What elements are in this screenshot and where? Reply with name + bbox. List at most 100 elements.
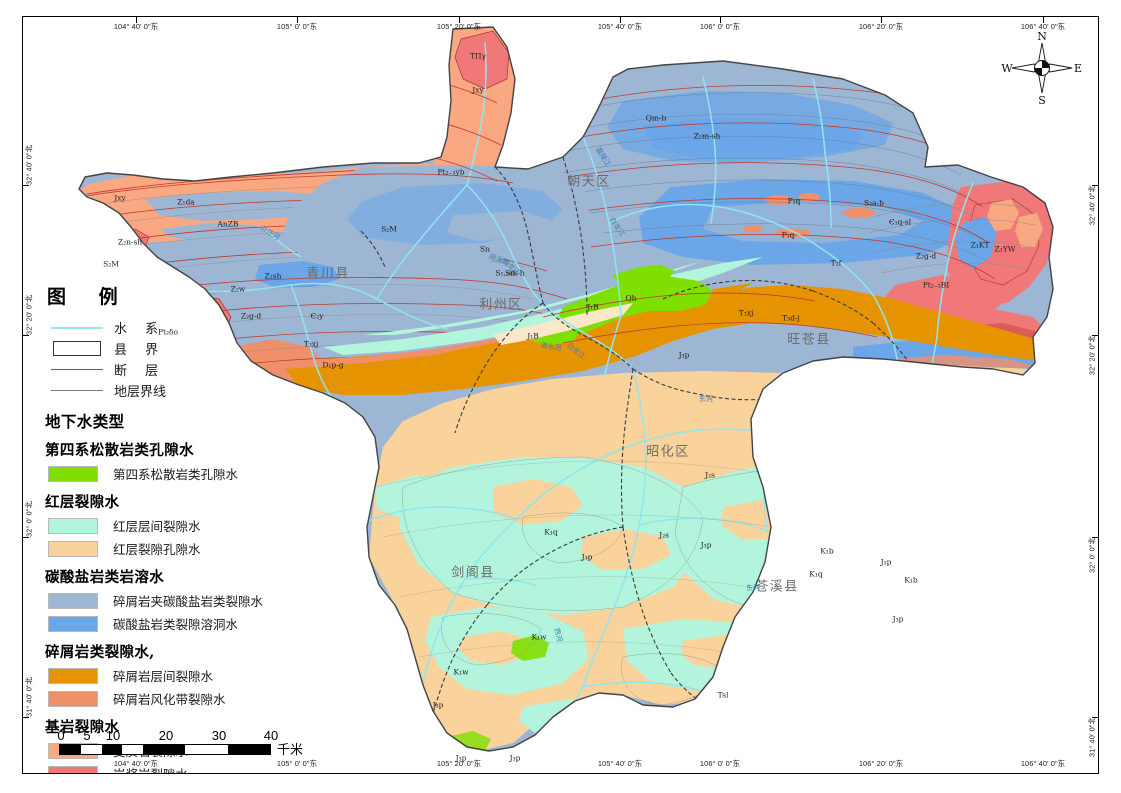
lon-label-top: 105° 20' 0"东 — [436, 22, 482, 31]
legend-group-heading: 碎屑岩类裂隙水, — [45, 644, 155, 661]
graticule-tick — [23, 717, 29, 718]
compass-needle — [1011, 42, 1073, 94]
legend-item-label: 第四系松散岩类孔隙水 — [113, 467, 239, 482]
graticule-tick — [1092, 335, 1098, 336]
graticule-tick — [1092, 185, 1098, 186]
graticule-tick — [459, 17, 460, 23]
legend-symbol-water-system: 水 系 — [43, 318, 305, 337]
legend-symbol-county-boundary: 县 界 — [43, 339, 305, 358]
scale-tick-40: 40 — [263, 728, 279, 743]
graticule-tick — [881, 17, 882, 23]
graticule-tick — [136, 17, 137, 23]
lon-label-bottom: 106° 40' 0"东 — [1020, 759, 1066, 768]
graticule-tick — [1092, 537, 1098, 538]
lat-label-right: 32° 40' 0"北 — [1087, 185, 1097, 226]
legend-item[interactable]: 碎屑岩夹碳酸盐岩类裂隙水 — [43, 590, 305, 611]
scale-tick-20: 20 — [158, 728, 174, 743]
lon-label-bottom: 106° 20' 0"东 — [858, 759, 904, 768]
lon-label-top: 106° 20' 0"东 — [858, 22, 904, 31]
legend-item[interactable]: 红层裂隙孔隙水 — [43, 538, 305, 559]
legend-item[interactable]: 碎屑岩层间裂隙水 — [43, 665, 305, 686]
legend-group-heading: 碳酸盐岩类岩溶水 — [45, 569, 165, 586]
legend-groundwater-heading: 地下水类型 — [45, 412, 125, 431]
graticule-tick — [297, 17, 298, 23]
water-system-line-icon — [48, 326, 106, 329]
legend-color-swatch — [48, 517, 98, 534]
legend-group-heading: 基岩裂隙水 — [45, 719, 120, 736]
compass-north-label: N — [1037, 30, 1047, 43]
legend-title: 图 例 — [47, 286, 131, 308]
lon-label-bottom: 105° 40' 0"东 — [597, 759, 643, 768]
scale-bar-graphic — [59, 744, 271, 755]
scale-bar-numbers: 0 5 10 20 30 40 — [57, 728, 309, 744]
legend-symbol-fault: 断 层 — [43, 360, 305, 379]
graticule-tick — [1043, 17, 1044, 23]
graticule-tick — [23, 335, 29, 336]
lat-label-right: 32° 0' 0"北 — [1087, 537, 1097, 573]
legend-symbol-label: 县 界 — [114, 343, 166, 358]
lat-label-left: 32° 40' 0"北 — [24, 144, 34, 185]
graticule-tick — [720, 17, 721, 23]
legend-color-swatch — [48, 592, 98, 609]
graticule-tick — [23, 185, 29, 186]
lon-label-top: 105° 40' 0"东 — [597, 22, 643, 31]
legend-item[interactable]: 红层层间裂隙水 — [43, 515, 305, 536]
compass-south-label: S — [1038, 94, 1046, 107]
lat-label-right: 32° 20' 0"北 — [1087, 335, 1097, 376]
scale-tick-5: 5 — [83, 728, 91, 743]
legend-item-label: 碳酸盐岩类裂隙溶洞水 — [113, 617, 239, 632]
legend-color-swatch — [48, 615, 98, 632]
legend-item[interactable]: 第四系松散岩类孔隙水 — [43, 463, 305, 484]
legend-group-heading: 第四系松散岩类孔隙水 — [45, 442, 194, 459]
fault-line-icon — [48, 369, 106, 370]
lon-label-bottom: 104° 40' 0"东 — [113, 759, 159, 768]
legend-color-swatch — [48, 765, 98, 773]
legend-symbol-label: 断 层 — [114, 364, 166, 379]
lat-label-left: 32° 20' 0"北 — [24, 294, 34, 335]
lon-label-bottom: 105° 20' 0"东 — [436, 759, 482, 768]
compass-rose: N S W E — [998, 29, 1086, 107]
stratum-boundary-line-icon — [48, 390, 106, 391]
map-canvas[interactable] — [23, 17, 1098, 773]
legend-item[interactable]: 碳酸盐岩类裂隙溶洞水 — [43, 613, 305, 634]
legend-item[interactable]: 岩浆岩裂隙水 — [43, 763, 305, 773]
map-frame: 104° 40' 0"东 105° 0' 0"东 105° 20' 0"东 10… — [22, 16, 1099, 774]
legend-item-label: 碎屑岩层间裂隙水 — [113, 669, 214, 684]
lon-label-top: 105° 0' 0"东 — [276, 22, 318, 31]
legend-item-label: 碎屑岩风化带裂隙水 — [113, 692, 226, 707]
scale-bar: 0 5 10 20 30 40 千米 — [57, 728, 309, 758]
legend-symbol-label: 地层界线 — [114, 385, 167, 400]
lat-label-right: 31° 40' 0"北 — [1087, 717, 1097, 758]
lon-label-bottom: 106° 0' 0"东 — [699, 759, 741, 768]
legend-panel: 图 例 水 系 县 界 断 层 地层界线 地下水类型 第四系 — [43, 282, 305, 773]
graticule-tick — [620, 17, 621, 23]
lon-label-bottom: 105° 0' 0"东 — [276, 759, 318, 768]
graticule-tick — [1092, 717, 1098, 718]
legend-item-label: 碎屑岩夹碳酸盐岩类裂隙水 — [113, 594, 264, 609]
legend-color-swatch — [48, 465, 98, 482]
legend-item[interactable]: 碎屑岩风化带裂隙水 — [43, 688, 305, 709]
legend-color-swatch — [48, 690, 98, 707]
scale-tick-10: 10 — [105, 728, 121, 743]
lon-label-top: 104° 40' 0"东 — [113, 22, 159, 31]
lon-label-top: 106° 0' 0"东 — [699, 22, 741, 31]
lon-label-top: 106° 40' 0"东 — [1020, 22, 1066, 31]
legend-color-swatch — [48, 540, 98, 557]
scale-bar-unit: 千米 — [277, 743, 304, 758]
scale-tick-30: 30 — [211, 728, 227, 743]
lat-label-left: 32° 0' 0"北 — [24, 501, 34, 537]
legend-groups: 第四系松散岩类孔隙水 第四系松散岩类孔隙水 红层裂隙水 红层层间裂隙水 红层裂隙孔隙水碳… — [43, 439, 305, 773]
graticule-tick — [23, 537, 29, 538]
legend-color-swatch — [48, 667, 98, 684]
legend-symbol-label: 水 系 — [114, 322, 166, 337]
scale-tick-0: 0 — [57, 728, 65, 743]
legend-item-label: 岩浆岩裂隙水 — [98, 764, 188, 773]
compass-west-label: W — [1001, 62, 1013, 75]
lat-label-left: 31° 40' 0"北 — [24, 676, 34, 717]
compass-east-label: E — [1074, 62, 1082, 75]
county-boundary-box-icon — [48, 341, 106, 356]
legend-symbol-stratum-boundary: 地层界线 — [43, 381, 305, 400]
legend-item-label: 红层裂隙孔隙水 — [113, 542, 201, 557]
legend-group-heading: 红层裂隙水 — [45, 494, 120, 511]
legend-item-label: 红层层间裂隙水 — [113, 519, 201, 534]
